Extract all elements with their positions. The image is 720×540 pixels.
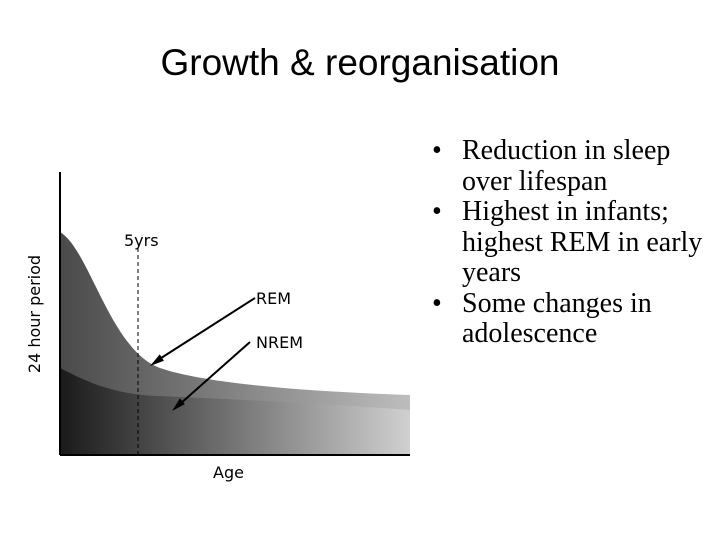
slide-title: Growth & reorganisation bbox=[160, 42, 560, 83]
rem-label: REM bbox=[256, 289, 291, 308]
bullet-item: Some changes in adolescence bbox=[430, 288, 710, 350]
nrem-label: NREM bbox=[256, 333, 303, 352]
five-years-label: 5yrs bbox=[124, 231, 159, 250]
y-axis-label: 24 hour period bbox=[25, 255, 44, 373]
x-axis-label: Age bbox=[213, 463, 244, 482]
rem-arrow bbox=[157, 297, 256, 361]
bullet-list: Reduction in sleep over lifespan Highest… bbox=[430, 135, 710, 350]
nrem-arrow bbox=[179, 341, 251, 405]
bullet-item: Highest in infants; highest REM in early… bbox=[430, 196, 710, 289]
rem-arrow-head bbox=[150, 354, 164, 366]
nrem-arrow-head bbox=[172, 398, 185, 411]
bullet-item: Reduction in sleep over lifespan bbox=[430, 135, 710, 197]
nrem-band bbox=[60, 368, 410, 455]
